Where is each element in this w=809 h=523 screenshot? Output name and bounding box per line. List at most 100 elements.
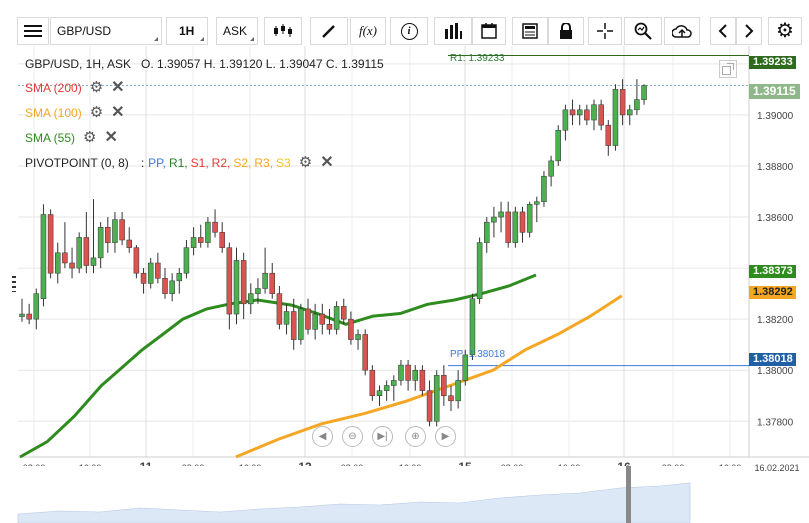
- candle: [391, 375, 397, 401]
- candle-body: [376, 390, 383, 396]
- close-icon[interactable]: ✕: [320, 154, 334, 171]
- draw-button[interactable]: [310, 17, 348, 45]
- candle: [641, 84, 647, 105]
- chart-type-button[interactable]: [264, 17, 302, 45]
- symbol-select[interactable]: GBP/USD: [50, 17, 162, 45]
- candle: [348, 311, 354, 345]
- candle-body: [219, 232, 225, 248]
- candle: [498, 201, 504, 233]
- candle-body: [198, 237, 204, 243]
- price-type-select[interactable]: ASK: [216, 17, 258, 45]
- candle: [426, 380, 433, 427]
- nav-zoom-out-button[interactable]: ⊖: [342, 426, 363, 447]
- candle-body: [255, 288, 261, 294]
- upload-button[interactable]: [664, 17, 700, 45]
- gear-icon[interactable]: ⚙: [89, 104, 104, 121]
- candle: [534, 196, 540, 223]
- candle-body: [412, 369, 418, 381]
- nav-forward-button[interactable]: ▶: [435, 426, 456, 447]
- gear-icon[interactable]: ⚙: [89, 79, 104, 96]
- candle: [319, 303, 326, 335]
- candle: [376, 385, 383, 406]
- timeframe-select[interactable]: 1H: [166, 17, 208, 45]
- candle-body: [484, 221, 490, 243]
- candle: [155, 252, 161, 284]
- candle-body: [105, 226, 111, 243]
- current-price-tag: 1.39115: [749, 84, 800, 99]
- calendar-button[interactable]: [472, 17, 506, 45]
- candle: [276, 285, 283, 330]
- candle-body: [290, 311, 297, 340]
- candle: [362, 329, 368, 376]
- volume-scroll-handle[interactable]: [626, 466, 631, 523]
- candle-body: [147, 262, 154, 284]
- candle: [627, 104, 633, 126]
- candle: [169, 273, 175, 302]
- candle-body: [333, 306, 340, 330]
- nav-zoom-in-button[interactable]: ⊕: [405, 426, 426, 447]
- close-icon[interactable]: ✕: [104, 129, 118, 146]
- candle: [19, 298, 25, 322]
- candle-body: [183, 247, 190, 274]
- chevron-left-icon: [718, 24, 727, 38]
- y-tick-label: 1.38600: [757, 213, 794, 224]
- menu-button[interactable]: [17, 17, 49, 45]
- candle-body: [569, 109, 576, 116]
- candle-body: [176, 272, 183, 282]
- candle: [455, 370, 461, 409]
- volume-area: [17, 482, 691, 523]
- candle: [198, 224, 204, 248]
- sma55-label: SMA (55): [25, 131, 76, 145]
- function-button[interactable]: f(x): [350, 17, 386, 45]
- close-icon[interactable]: ✕: [111, 104, 125, 121]
- candle-body: [140, 272, 147, 284]
- candle: [612, 84, 619, 151]
- candle-body: [155, 262, 161, 279]
- zoom-button[interactable]: [624, 17, 662, 45]
- sma200-legend: SMA (200) ⚙ ✕: [25, 79, 125, 96]
- candle-body: [341, 306, 347, 320]
- candle: [205, 217, 211, 248]
- candle-body: [33, 293, 40, 320]
- candle: [326, 308, 333, 335]
- news-button[interactable]: [512, 17, 548, 45]
- nav-back-button[interactable]: ◀: [312, 426, 333, 447]
- candle-body: [605, 124, 612, 146]
- candle: [69, 247, 75, 279]
- side-handle[interactable]: [12, 276, 16, 292]
- candle: [83, 211, 90, 274]
- close-icon[interactable]: ✕: [111, 79, 125, 96]
- candle: [126, 227, 132, 253]
- candle: [619, 79, 626, 126]
- candle-body: [562, 109, 569, 131]
- crosshair-icon: [597, 23, 613, 39]
- scroll-right-button[interactable]: [736, 17, 762, 45]
- candle-body: [312, 313, 318, 330]
- candle-body: [190, 237, 197, 248]
- y-tick-label: 1.38000: [757, 366, 794, 377]
- volume-button[interactable]: [434, 17, 472, 45]
- candle-body: [126, 239, 132, 248]
- pivot-pp: PP,: [148, 156, 166, 170]
- nav-reset-button[interactable]: ▶|: [372, 426, 393, 447]
- candle: [47, 209, 54, 279]
- popout-button[interactable]: [719, 60, 737, 78]
- scroll-left-button[interactable]: [710, 17, 736, 45]
- crosshair-button[interactable]: [588, 17, 622, 45]
- candle-body: [205, 221, 211, 243]
- candle-body: [426, 390, 433, 422]
- gear-icon[interactable]: ⚙: [83, 129, 97, 146]
- gear-icon[interactable]: ⚙: [298, 154, 313, 171]
- info-icon: i: [400, 22, 418, 40]
- candle: [355, 329, 361, 350]
- lock-button[interactable]: [548, 17, 584, 45]
- candle: [433, 370, 440, 427]
- price-chart[interactable]: 1.378001.380001.382001.384001.386001.388…: [0, 46, 809, 523]
- candle-body: [462, 354, 469, 381]
- candle: [40, 204, 47, 307]
- candle-body: [591, 104, 597, 121]
- settings-button[interactable]: ⚙: [768, 17, 802, 45]
- candle: [140, 268, 147, 294]
- candle: [55, 242, 61, 284]
- info-button[interactable]: i: [390, 17, 428, 45]
